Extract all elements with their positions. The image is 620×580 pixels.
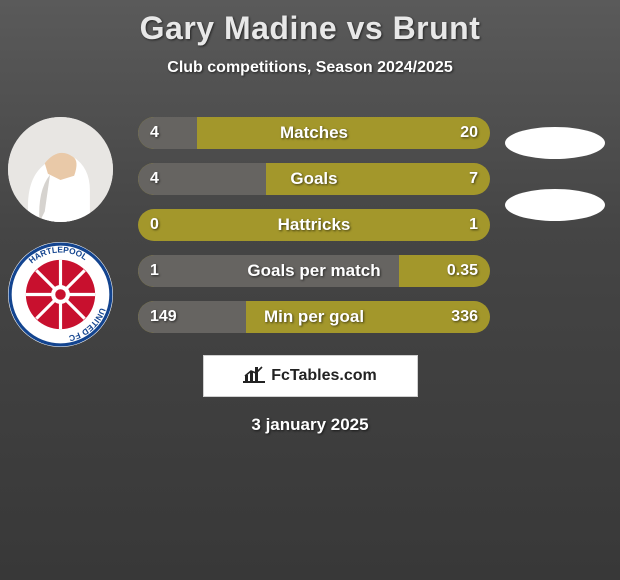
club-badge: HARTLEPOOL UNITED FC	[8, 242, 113, 347]
stat-bar: 10.35Goals per match	[138, 255, 490, 287]
stat-bar: 420Matches	[138, 117, 490, 149]
subtitle: Club competitions, Season 2024/2025	[0, 59, 620, 77]
player-avatar	[8, 117, 113, 222]
stat-bar: 149336Min per goal	[138, 301, 490, 333]
right-ovals	[505, 127, 605, 221]
stat-bar: 47Goals	[138, 163, 490, 195]
stat-label: Hattricks	[138, 209, 490, 241]
stat-bars: 420Matches 47Goals 01Hattricks 10.35Goals p…	[138, 117, 490, 333]
right-oval-2	[505, 189, 605, 221]
hartlepool-badge-icon: HARTLEPOOL UNITED FC	[8, 242, 113, 347]
stat-bar: 01Hattricks	[138, 209, 490, 241]
player-photo-icon	[8, 117, 113, 222]
right-oval-1	[505, 127, 605, 159]
stat-label: Goals per match	[138, 255, 490, 287]
brand-label: FcTables.com	[271, 367, 377, 385]
comparison-content: HARTLEPOOL UNITED FC 420Matches47Goals01…	[0, 117, 620, 333]
chart-icon	[243, 365, 265, 388]
left-avatars: HARTLEPOOL UNITED FC	[8, 117, 113, 347]
stat-label: Matches	[138, 117, 490, 149]
date-label: 3 january 2025	[0, 415, 620, 435]
page-title: Gary Madine vs Brunt	[0, 0, 620, 47]
stat-label: Min per goal	[138, 301, 490, 333]
brand-box[interactable]: FcTables.com	[203, 355, 418, 397]
stat-label: Goals	[138, 163, 490, 195]
